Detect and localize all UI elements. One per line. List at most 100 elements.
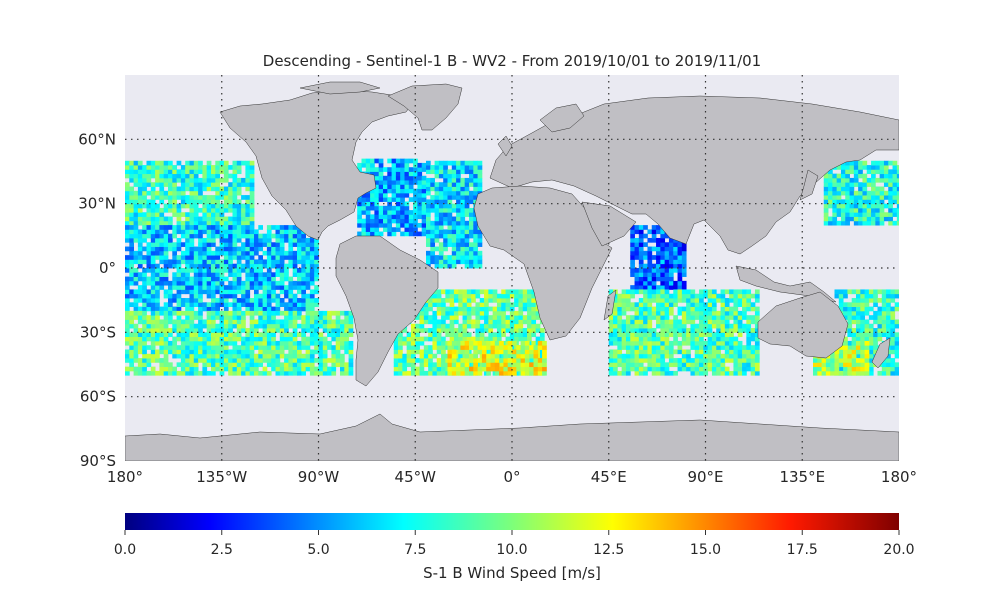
wind-cell xyxy=(163,259,169,265)
land-uk xyxy=(497,135,513,157)
wind-cell xyxy=(297,272,302,277)
wind-cell xyxy=(724,302,730,307)
wind-cell xyxy=(374,171,380,177)
wind-cell xyxy=(681,293,687,299)
wind-cell xyxy=(223,340,229,346)
wind-cell xyxy=(228,366,233,372)
wind-cell xyxy=(129,315,134,320)
wind-cell xyxy=(309,242,315,247)
wind-cell xyxy=(634,276,640,282)
wind-cell xyxy=(451,263,457,269)
wind-cell xyxy=(378,210,384,215)
wind-cell xyxy=(241,182,246,187)
wind-cell xyxy=(189,199,195,205)
wind-cell xyxy=(613,349,618,355)
wind-cell xyxy=(236,353,242,359)
wind-cell xyxy=(129,319,134,325)
wind-cell xyxy=(314,246,319,252)
wind-cell xyxy=(142,173,147,179)
wind-cell xyxy=(488,306,494,312)
wind-cell xyxy=(232,306,238,312)
wind-cell xyxy=(851,370,857,376)
wind-cell xyxy=(625,332,631,338)
wind-cell xyxy=(462,302,468,307)
wind-cell xyxy=(426,160,431,166)
wind-cell xyxy=(823,177,829,183)
wind-cell xyxy=(387,205,392,211)
wind-cell xyxy=(720,366,726,372)
wind-cell xyxy=(466,319,472,325)
wind-cell xyxy=(651,332,657,338)
wind-cell xyxy=(690,345,696,350)
wind-cell xyxy=(690,332,696,338)
wind-cell xyxy=(512,362,517,368)
wind-cell xyxy=(348,323,354,329)
wind-cell xyxy=(447,366,453,372)
wind-cell xyxy=(673,246,678,252)
wind-cell xyxy=(223,285,229,290)
wind-cell xyxy=(503,353,509,359)
wind-cell xyxy=(888,207,893,213)
wind-cell xyxy=(223,186,229,192)
wind-cell xyxy=(215,306,220,312)
wind-cell xyxy=(189,255,195,260)
wind-cell xyxy=(643,370,648,376)
wind-cell xyxy=(477,182,483,187)
wind-cell xyxy=(746,289,752,295)
wind-cell xyxy=(415,328,420,333)
wind-cell xyxy=(823,207,829,213)
wind-cell xyxy=(400,180,405,185)
wind-cell xyxy=(443,263,448,269)
colorbar-gradient xyxy=(125,513,899,530)
wind-cell xyxy=(292,370,298,376)
wind-cell xyxy=(840,212,846,217)
wind-cell xyxy=(828,195,833,200)
wind-cell xyxy=(236,328,242,333)
wind-cell xyxy=(176,225,182,230)
wind-cell xyxy=(673,362,678,368)
wind-cell xyxy=(176,242,182,247)
wind-cell xyxy=(458,306,463,312)
wind-cell xyxy=(314,328,319,333)
wind-cell xyxy=(279,280,285,286)
wind-cell xyxy=(488,293,494,299)
wind-cell xyxy=(484,289,489,295)
wind-cell xyxy=(668,259,674,265)
wind-cell xyxy=(374,180,380,185)
wind-cell xyxy=(413,214,418,220)
wind-cell xyxy=(447,259,453,265)
wind-cell xyxy=(647,285,653,290)
wind-cell xyxy=(890,289,896,295)
wind-cell xyxy=(438,259,444,265)
wind-cell xyxy=(275,242,281,247)
wind-cell xyxy=(856,315,861,320)
wind-cell xyxy=(284,345,289,350)
wind-cell xyxy=(206,195,212,200)
wind-cell xyxy=(441,358,446,363)
wind-cell xyxy=(206,289,212,295)
wind-cell xyxy=(219,225,225,230)
wind-cell xyxy=(656,259,661,265)
wind-cell xyxy=(415,345,420,350)
wind-cell xyxy=(875,186,881,192)
wind-cell xyxy=(365,162,371,168)
wind-cell xyxy=(163,225,169,230)
wind-cell xyxy=(159,237,165,243)
wind-cell xyxy=(309,323,315,329)
wind-cell xyxy=(460,225,466,230)
wind-cell xyxy=(484,328,489,333)
wind-cell xyxy=(509,328,515,333)
wind-cell xyxy=(608,370,614,376)
wind-cell xyxy=(275,328,281,333)
wind-cell xyxy=(202,276,208,282)
wind-cell xyxy=(125,268,130,273)
wind-cell xyxy=(236,298,242,303)
wind-cell xyxy=(137,340,143,346)
wind-cell xyxy=(211,349,216,355)
wind-cell xyxy=(172,285,177,290)
wind-cell xyxy=(651,229,657,235)
wind-cell xyxy=(189,259,195,265)
wind-cell xyxy=(301,345,306,350)
wind-cell xyxy=(297,233,302,239)
wind-cell xyxy=(129,212,134,217)
